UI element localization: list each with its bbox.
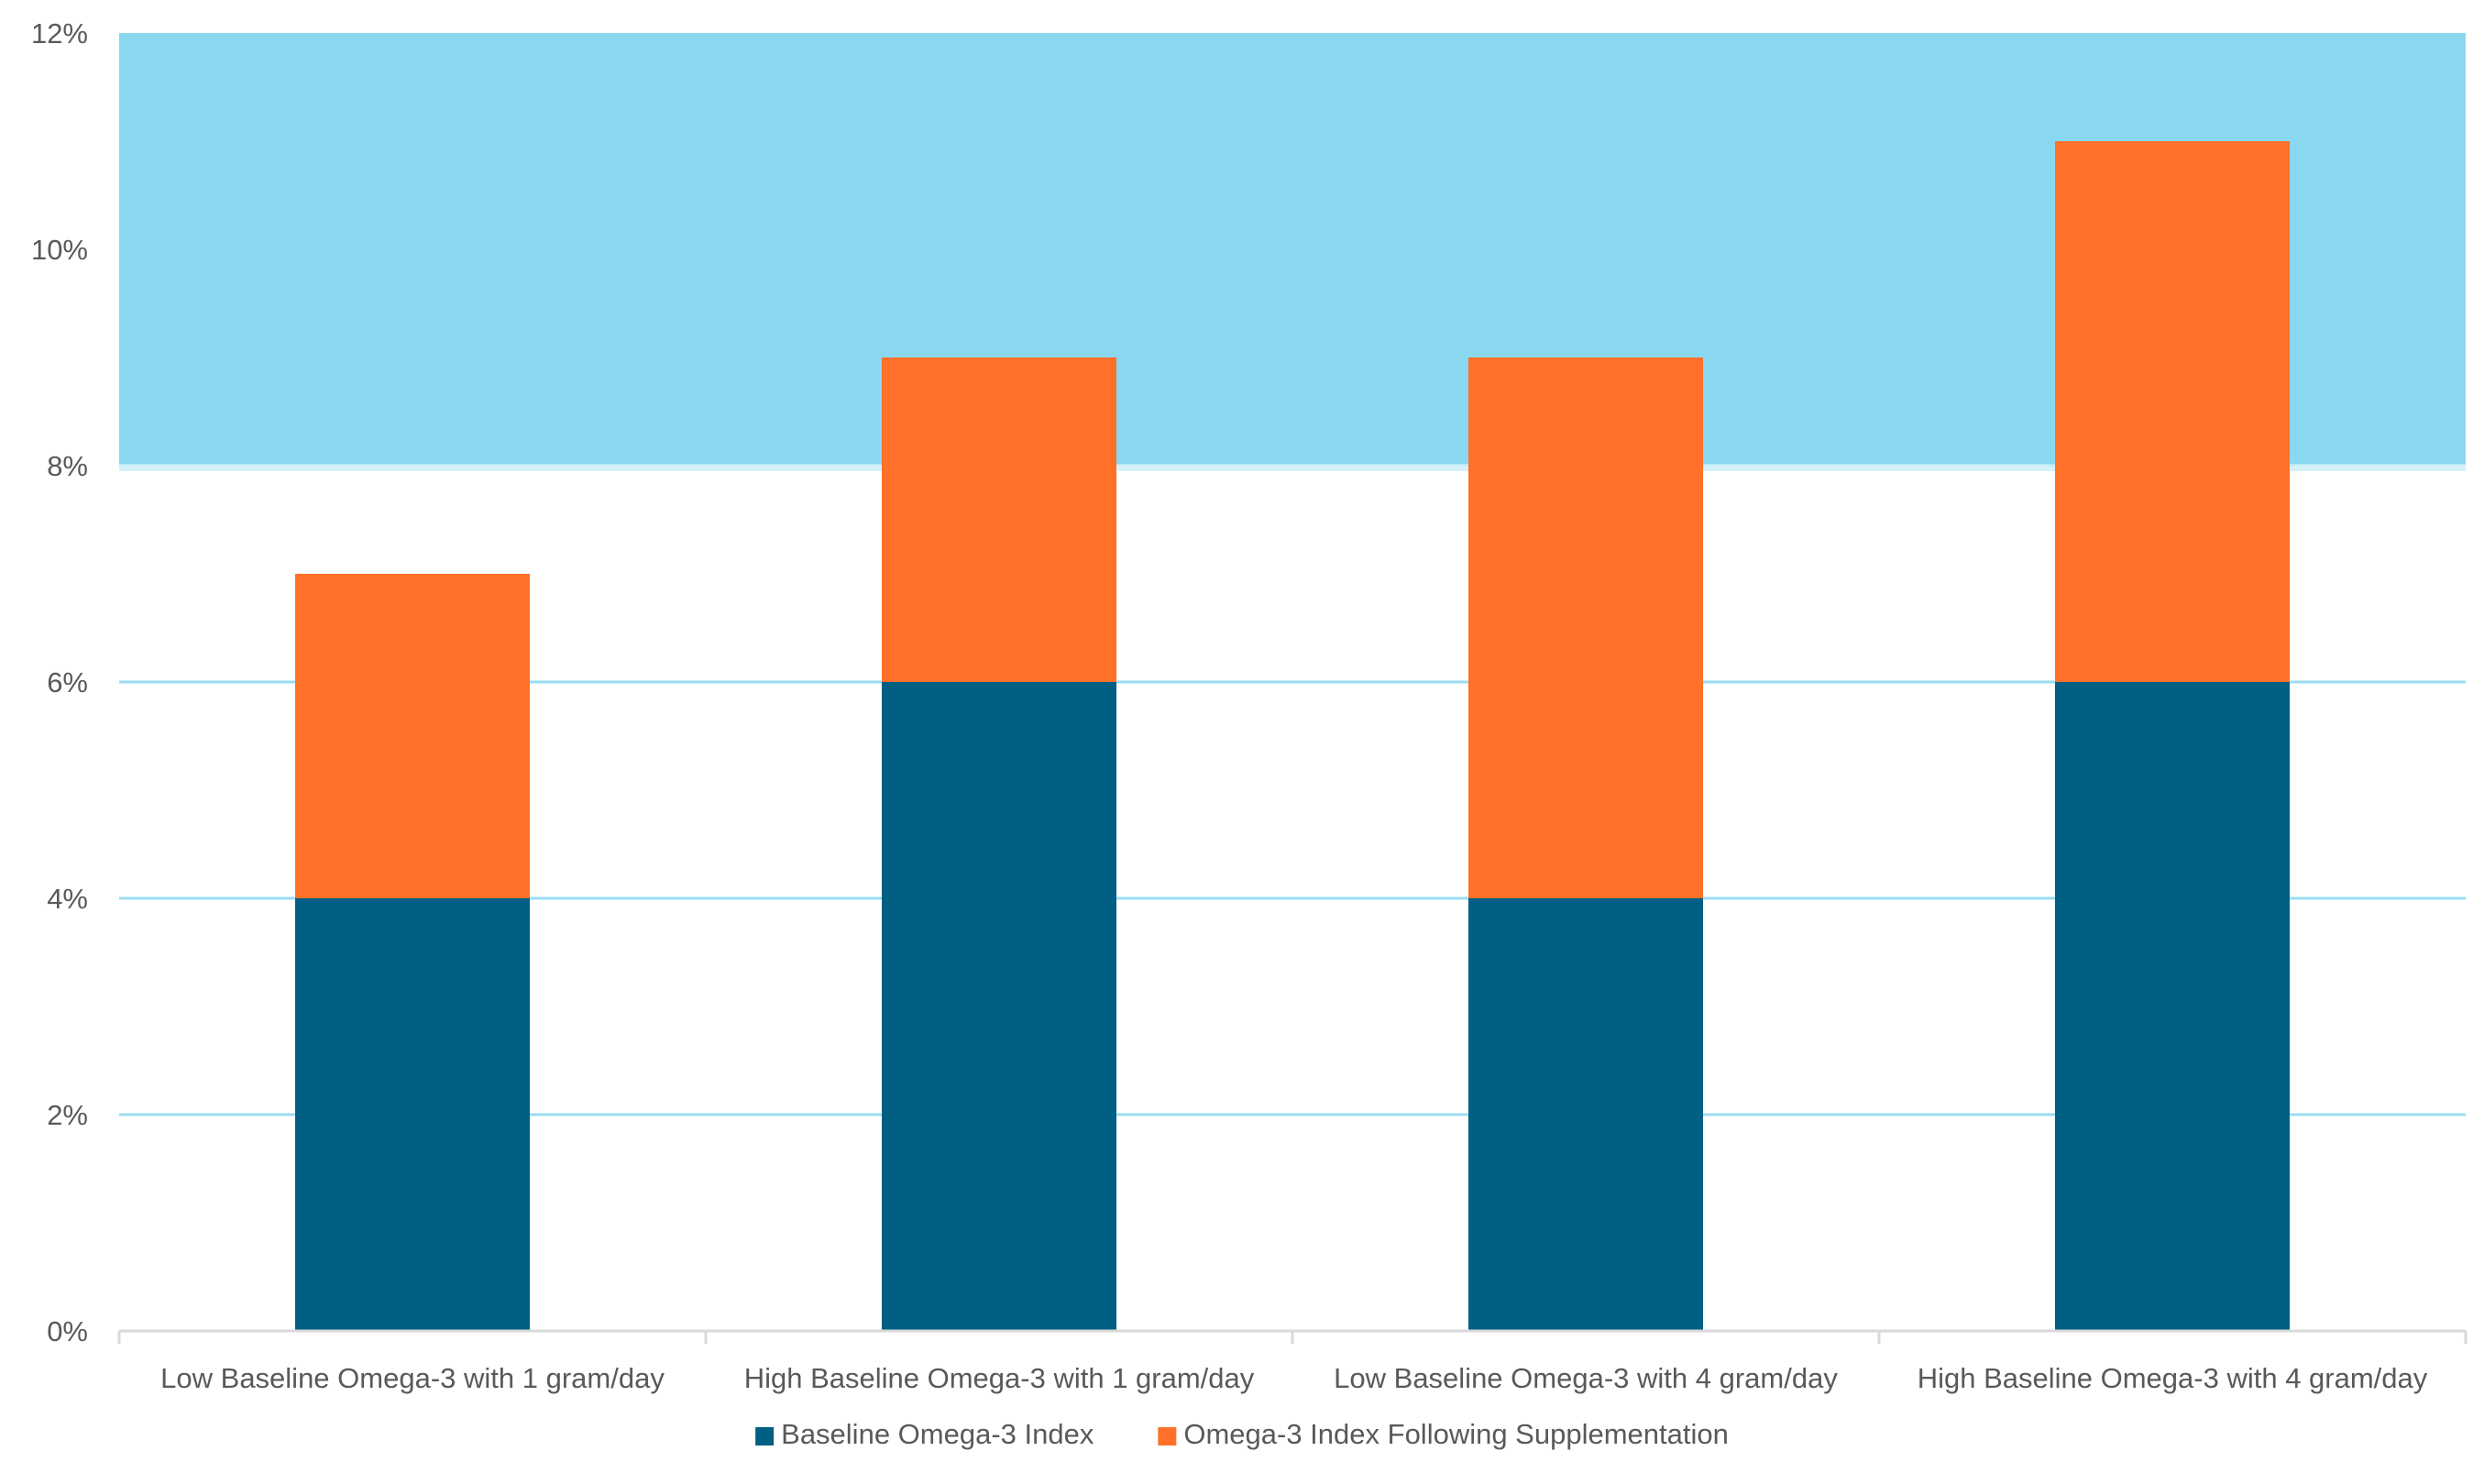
y-tick-label: 12% (31, 17, 88, 49)
legend-label: Baseline Omega-3 Index (781, 1418, 1094, 1450)
y-tick-label: 2% (47, 1099, 88, 1131)
bar-segment-supplementation (882, 357, 1116, 682)
bar-segment-supplementation (1468, 357, 1703, 898)
y-tick-label: 10% (31, 234, 88, 266)
x-axis-labels: Low Baseline Omega-3 with 1 gram/day High… (160, 1362, 2428, 1394)
y-tick-label: 4% (47, 883, 88, 915)
target-range-band-edge (119, 464, 2466, 471)
y-tick-label: 6% (47, 666, 88, 698)
bar-segment-baseline (882, 682, 1116, 1331)
axes (117, 1329, 2468, 1344)
bars (295, 141, 2290, 1331)
legend-item-baseline: Baseline Omega-3 Index (755, 1418, 1094, 1450)
legend-swatch (755, 1427, 775, 1446)
bar-segment-baseline (295, 898, 530, 1331)
category-label: High Baseline Omega-3 with 4 gram/day (1918, 1362, 2428, 1394)
bar-segment-supplementation (295, 574, 530, 898)
bar-segment-baseline (2055, 682, 2290, 1331)
legend-swatch (1158, 1427, 1177, 1446)
y-axis-ticks: 0% 2% 4% 6% 8% 10% 12% (31, 17, 88, 1347)
bar-segment-supplementation (2055, 141, 2290, 682)
category-label: Low Baseline Omega-3 with 4 gram/day (1334, 1362, 1838, 1394)
bar-segment-baseline (1468, 898, 1703, 1331)
legend-label: Omega-3 Index Following Supplementation (1183, 1418, 1729, 1450)
legend: Baseline Omega-3 Index Omega-3 Index Foll… (755, 1418, 1729, 1450)
legend-item-supplementation: Omega-3 Index Following Supplementation (1158, 1418, 1729, 1450)
category-label: Low Baseline Omega-3 with 1 gram/day (160, 1362, 665, 1394)
y-tick-label: 0% (47, 1315, 88, 1347)
y-tick-label: 8% (47, 450, 88, 482)
category-label: High Baseline Omega-3 with 1 gram/day (744, 1362, 1255, 1394)
